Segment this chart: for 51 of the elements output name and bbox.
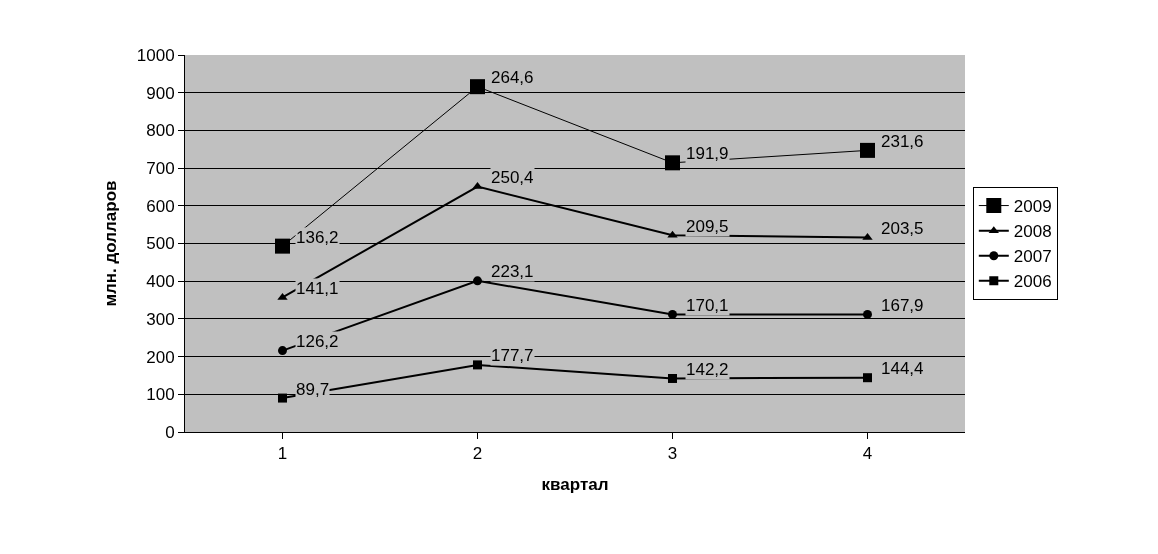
- point: [278, 346, 287, 356]
- point: [275, 238, 290, 254]
- y-tick-label: 200: [146, 347, 175, 367]
- x-tick-label: 3: [667, 444, 678, 464]
- point: [665, 155, 680, 171]
- annotation: 231,6: [881, 132, 924, 151]
- y-tick-label: 0: [165, 422, 175, 442]
- annotation: 167,9: [881, 296, 924, 315]
- annotation: 250,4: [491, 168, 534, 187]
- annotation: 203,5: [881, 219, 924, 238]
- annotation: 223,1: [491, 262, 534, 281]
- y-tick-label: 900: [146, 83, 175, 103]
- x-tick-label: 4: [862, 444, 873, 464]
- annotation: 141,1: [296, 279, 339, 298]
- point: [668, 309, 677, 319]
- annotation: 177,7: [491, 346, 534, 365]
- y-tick-label: 600: [146, 196, 175, 216]
- y-tick-label: 800: [146, 121, 175, 141]
- annotation: 89,7: [296, 380, 330, 399]
- annotation: 264,6: [491, 68, 534, 87]
- annotation: 136,2: [296, 228, 339, 247]
- point: [862, 232, 873, 240]
- annotation: 170,1: [686, 296, 729, 315]
- annotation: 126,2: [296, 332, 339, 351]
- annotation: 191,9: [686, 144, 729, 163]
- annotation: 142,2: [686, 360, 729, 379]
- point: [278, 393, 287, 403]
- legend-label: 2006: [1013, 272, 1052, 292]
- legend-label: 2009: [1013, 197, 1052, 217]
- point: [473, 360, 482, 370]
- x-tick-label: 1: [277, 444, 288, 464]
- y-tick-label: 700: [146, 159, 175, 179]
- y-tick-label: 100: [146, 385, 175, 405]
- point: [470, 79, 485, 95]
- legend-label: 2007: [1013, 247, 1052, 267]
- y-tick-label: 300: [146, 309, 175, 329]
- y-tick-label: 500: [146, 234, 175, 254]
- point: [277, 292, 288, 300]
- point: [860, 142, 875, 158]
- annotation: 209,5: [686, 217, 729, 236]
- point: [863, 309, 872, 319]
- y-tick-label: 400: [146, 272, 175, 292]
- point: [668, 373, 677, 383]
- y-tick-label: 1000: [136, 45, 175, 65]
- legend-label: 2008: [1013, 222, 1052, 242]
- annotation: 144,4: [881, 359, 924, 378]
- point: [863, 373, 872, 383]
- point: [473, 276, 482, 286]
- x-axis-title: квартал: [541, 474, 609, 494]
- y-axis-title: млн. долларов: [101, 180, 121, 307]
- x-tick-label: 2: [472, 444, 483, 464]
